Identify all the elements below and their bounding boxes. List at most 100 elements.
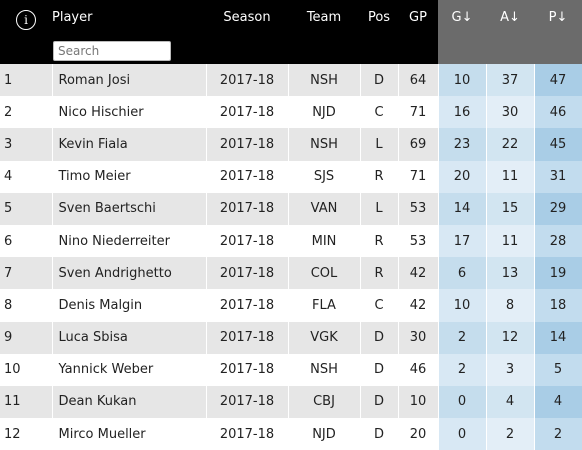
team-header-label: Team	[306, 10, 342, 25]
assists-cell: 15	[486, 192, 535, 225]
pos-header[interactable]: Pos	[360, 0, 398, 64]
assists-cell: 11	[486, 160, 535, 193]
rank-cell: 2	[0, 96, 53, 129]
points-cell: 47	[534, 64, 582, 97]
rank-cell: 8	[0, 289, 53, 322]
gp-cell: 42	[398, 289, 439, 322]
rank-cell: 7	[0, 257, 53, 290]
table-row[interactable]: 9 Luca Sbisa 2017-18 VGK D 30 2 12 14	[0, 321, 582, 354]
table-row[interactable]: 12 Mirco Mueller 2017-18 NJD D 20 0 2 2	[0, 418, 582, 450]
season-cell: 2017-18	[206, 224, 289, 258]
pos-cell: D	[360, 385, 399, 419]
pos-cell: L	[360, 192, 399, 225]
season-cell: 2017-18	[206, 385, 289, 419]
points-cell: 28	[534, 224, 582, 258]
goals-cell: 10	[438, 64, 487, 97]
search-input[interactable]	[53, 41, 171, 61]
team-header[interactable]: Team	[288, 0, 360, 64]
gp-cell: 42	[398, 257, 439, 290]
table-row[interactable]: 1 Roman Josi 2017-18 NSH D 64 10 37 47	[0, 64, 582, 97]
goals-header[interactable]: G↓	[438, 0, 486, 64]
goals-cell: 20	[438, 160, 487, 193]
player-cell[interactable]: Mirco Mueller	[52, 418, 207, 450]
points-cell: 2	[534, 418, 582, 450]
rank-cell: 11	[0, 385, 53, 419]
player-header[interactable]: Player	[52, 0, 206, 64]
player-cell[interactable]: Kevin Fiala	[52, 128, 207, 161]
player-cell[interactable]: Denis Malgin	[52, 289, 207, 322]
info-header: i	[0, 0, 52, 64]
rank-cell: 5	[0, 192, 53, 225]
table-row[interactable]: 11 Dean Kukan 2017-18 CBJ D 10 0 4 4	[0, 385, 582, 419]
season-cell: 2017-18	[206, 418, 289, 450]
team-cell: MIN	[288, 224, 361, 258]
rank-cell: 4	[0, 160, 53, 193]
team-cell: NJD	[288, 96, 361, 129]
points-cell: 4	[534, 385, 582, 419]
table-row[interactable]: 7 Sven Andrighetto 2017-18 COL R 42 6 13 19	[0, 257, 582, 290]
team-cell: NJD	[288, 418, 361, 450]
season-header-label: Season	[223, 10, 271, 25]
assists-cell: 30	[486, 96, 535, 129]
player-cell[interactable]: Yannick Weber	[52, 353, 207, 386]
goals-cell: 23	[438, 128, 487, 161]
season-cell: 2017-18	[206, 160, 289, 193]
goals-cell: 0	[438, 418, 487, 450]
pos-cell: D	[360, 64, 399, 97]
gp-cell: 30	[398, 321, 439, 354]
pos-cell: D	[360, 321, 399, 354]
season-cell: 2017-18	[206, 353, 289, 386]
player-cell[interactable]: Sven Andrighetto	[52, 257, 207, 290]
season-cell: 2017-18	[206, 321, 289, 354]
assists-cell: 3	[486, 353, 535, 386]
gp-cell: 64	[398, 64, 439, 97]
gp-header-label: GP	[409, 10, 427, 25]
assists-cell: 37	[486, 64, 535, 97]
points-cell: 31	[534, 160, 582, 193]
assists-cell: 12	[486, 321, 535, 354]
assists-cell: 13	[486, 257, 535, 290]
table-row[interactable]: 5 Sven Baertschi 2017-18 VAN L 53 14 15 29	[0, 192, 582, 225]
goals-cell: 10	[438, 289, 487, 322]
goals-cell: 16	[438, 96, 487, 129]
assists-header[interactable]: A↓	[486, 0, 534, 64]
player-cell[interactable]: Sven Baertschi	[52, 192, 207, 225]
pos-cell: R	[360, 224, 399, 258]
player-cell[interactable]: Luca Sbisa	[52, 321, 207, 354]
pos-cell: D	[360, 418, 399, 450]
pos-header-label: Pos	[367, 10, 391, 25]
gp-cell: 53	[398, 224, 439, 258]
table-body: 1 Roman Josi 2017-18 NSH D 64 10 37 47 2 Nico Hisc…	[0, 64, 582, 450]
team-cell: CBJ	[288, 385, 361, 419]
season-cell: 2017-18	[206, 192, 289, 225]
player-cell[interactable]: Timo Meier	[52, 160, 207, 193]
pos-cell: R	[360, 160, 399, 193]
goals-cell: 2	[438, 321, 487, 354]
player-cell[interactable]: Nino Niederreiter	[52, 224, 207, 258]
assists-cell: 2	[486, 418, 535, 450]
info-icon[interactable]: i	[16, 10, 36, 30]
table-row[interactable]: 10 Yannick Weber 2017-18 NSH D 46 2 3 5	[0, 353, 582, 386]
table-row[interactable]: 6 Nino Niederreiter 2017-18 MIN R 53 17 11 28	[0, 224, 582, 258]
table-row[interactable]: 8 Denis Malgin 2017-18 FLA C 42 10 8 18	[0, 289, 582, 322]
player-cell[interactable]: Roman Josi	[52, 64, 207, 97]
season-header[interactable]: Season	[206, 0, 288, 64]
table-row[interactable]: 2 Nico Hischier 2017-18 NJD C 71 16 30 46	[0, 96, 582, 129]
player-cell[interactable]: Nico Hischier	[52, 96, 207, 129]
table-row[interactable]: 3 Kevin Fiala 2017-18 NSH L 69 23 22 45	[0, 128, 582, 161]
points-cell: 45	[534, 128, 582, 161]
gp-cell: 10	[398, 385, 439, 419]
team-cell: VAN	[288, 192, 361, 225]
gp-cell: 69	[398, 128, 439, 161]
gp-header[interactable]: GP	[398, 0, 438, 64]
points-header[interactable]: P↓	[534, 0, 582, 64]
rank-cell: 6	[0, 224, 53, 258]
header-row: i Player Season Team Pos GP G↓ A↓ P↓	[0, 0, 582, 64]
table-row[interactable]: 4 Timo Meier 2017-18 SJS R 71 20 11 31	[0, 160, 582, 193]
points-cell: 18	[534, 289, 582, 322]
player-cell[interactable]: Dean Kukan	[52, 385, 207, 419]
assists-cell: 8	[486, 289, 535, 322]
assists-header-label: A↓	[500, 10, 520, 25]
season-cell: 2017-18	[206, 289, 289, 322]
